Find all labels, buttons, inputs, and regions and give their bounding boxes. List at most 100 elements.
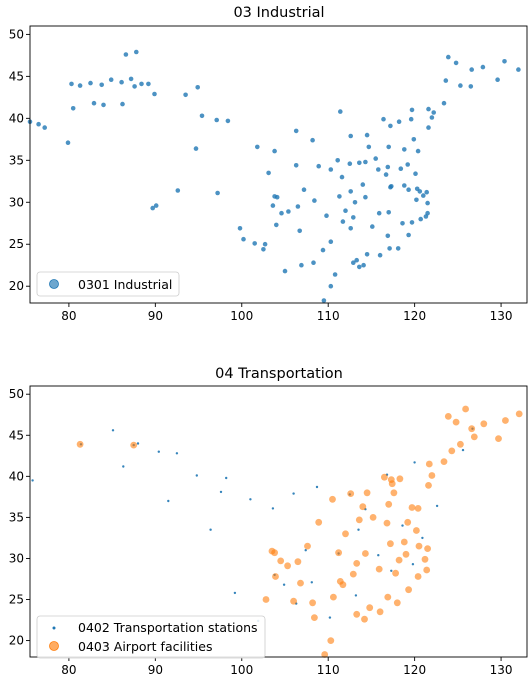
data-point-1-0-33 — [354, 594, 358, 597]
data-point-1-0-28 — [233, 591, 237, 595]
data-point-1-1-46 — [383, 519, 391, 527]
data-point-1-1-36 — [363, 489, 371, 497]
data-point-0-0-50 — [361, 262, 366, 268]
data-point-0-0-97 — [386, 144, 392, 150]
data-point-1-1-67 — [402, 550, 410, 558]
y-tick-label-1-35: 35 — [9, 510, 24, 524]
data-point-1-1-74 — [359, 503, 367, 511]
data-point-1-1-9 — [297, 579, 304, 587]
data-point-1-1-12 — [327, 637, 335, 644]
data-point-0-0-99 — [415, 148, 421, 154]
data-point-1-0-8 — [225, 476, 228, 480]
data-point-0-0-1 — [36, 121, 41, 127]
x-tick-label-1-110: 110 — [317, 663, 340, 677]
data-point-0-0-126 — [414, 186, 420, 192]
data-point-1-1-57 — [462, 405, 469, 413]
data-point-0-0-92 — [480, 64, 486, 70]
data-point-0-0-93 — [495, 77, 500, 82]
chart-title-industrial: 03 Industrial — [233, 5, 324, 21]
legend-box-transportation — [36, 615, 266, 659]
data-point-1-0-21 — [377, 554, 380, 557]
data-point-0-0-26 — [193, 146, 199, 151]
data-point-1-1-43 — [414, 505, 422, 512]
data-point-0-0-79 — [364, 132, 370, 138]
data-point-0-0-121 — [400, 221, 405, 226]
data-point-0-0-17 — [91, 100, 97, 106]
data-point-0-0-104 — [347, 161, 353, 166]
data-point-1-1-42 — [385, 500, 393, 508]
data-point-0-0-139 — [443, 78, 449, 83]
data-point-0-0-131 — [335, 158, 341, 163]
data-point-0-0-125 — [406, 187, 411, 192]
data-point-1-1-4 — [272, 573, 279, 580]
data-point-1-1-65 — [392, 569, 399, 577]
data-point-0-0-53 — [376, 210, 382, 216]
x-tick-label-1-130: 130 — [490, 663, 513, 677]
data-point-1-0-7 — [219, 490, 223, 494]
data-point-1-0-6 — [195, 474, 198, 477]
y-tick-label-1-25: 25 — [9, 593, 24, 607]
transportation-points-layer — [31, 405, 523, 658]
data-point-0-0-52 — [364, 252, 370, 257]
data-point-0-0-29 — [175, 188, 181, 193]
data-point-0-0-102 — [357, 160, 362, 166]
data-point-1-1-0 — [76, 440, 84, 448]
data-point-0-0-37 — [270, 203, 276, 208]
data-point-1-0-26 — [328, 616, 332, 619]
data-point-1-0-5 — [175, 452, 179, 455]
data-point-0-0-25 — [225, 118, 231, 124]
transportation-chart-panel: 04 Transportation 80 90 100 110 120 130 20 25 30… — [9, 366, 528, 677]
data-point-1-1-50 — [457, 440, 464, 448]
data-point-0-0-27 — [153, 203, 159, 208]
data-point-1-0-36 — [136, 442, 140, 445]
data-point-1-1-26 — [424, 545, 431, 552]
y-tick-label-1-40: 40 — [9, 469, 24, 483]
data-point-0-0-109 — [376, 167, 381, 172]
data-point-0-0-21 — [183, 92, 188, 98]
data-point-0-0-28 — [150, 205, 155, 211]
data-point-1-1-28 — [400, 538, 408, 546]
data-point-1-1-11 — [311, 614, 318, 621]
data-point-0-0-41 — [297, 228, 303, 234]
data-point-0-0-76 — [310, 137, 315, 143]
data-point-1-1-61 — [335, 549, 342, 557]
data-point-0-0-119 — [413, 171, 418, 176]
data-point-1-0-2 — [111, 429, 115, 432]
data-point-1-1-17 — [353, 610, 361, 618]
data-point-0-0-67 — [363, 194, 368, 200]
data-point-1-1-70 — [387, 476, 395, 483]
data-point-0-0-78 — [348, 133, 354, 139]
data-point-0-0-114 — [261, 247, 266, 252]
data-point-0-0-94 — [502, 59, 507, 64]
data-point-1-1-10 — [290, 597, 297, 605]
data-point-0-0-62 — [424, 189, 430, 195]
data-point-0-0-4 — [70, 106, 76, 111]
data-point-0-0-91 — [453, 60, 459, 66]
data-point-1-1-45 — [355, 516, 363, 524]
data-point-0-0-24 — [214, 117, 219, 123]
data-point-1-0-17 — [435, 504, 439, 508]
data-point-0-0-39 — [286, 209, 291, 214]
data-point-0-0-49 — [354, 257, 360, 263]
data-point-1-1-52 — [452, 418, 460, 426]
data-point-0-0-138 — [409, 107, 415, 113]
data-point-1-1-66 — [421, 555, 429, 563]
data-point-0-0-71 — [316, 163, 322, 169]
legend-box-industrial — [36, 271, 180, 297]
data-point-0-0-43 — [320, 247, 326, 253]
data-point-0-0-74 — [254, 144, 260, 150]
data-point-1-0-18 — [461, 448, 465, 452]
data-point-0-0-13 — [123, 52, 129, 57]
data-point-1-0-9 — [249, 498, 252, 501]
data-point-0-0-98 — [402, 147, 407, 152]
data-point-0-0-132 — [348, 189, 354, 194]
data-point-0-0-16 — [101, 102, 106, 108]
data-point-0-0-51 — [357, 264, 362, 270]
data-point-1-1-40 — [425, 482, 432, 489]
data-point-0-0-2 — [42, 125, 47, 130]
industrial-points-layer — [27, 49, 521, 303]
legend-label-industrial: 0301 Industrial — [78, 277, 172, 292]
y-tick-label-0-30: 30 — [9, 195, 24, 209]
data-point-1-1-21 — [384, 593, 392, 601]
data-point-1-1-14 — [330, 593, 337, 601]
